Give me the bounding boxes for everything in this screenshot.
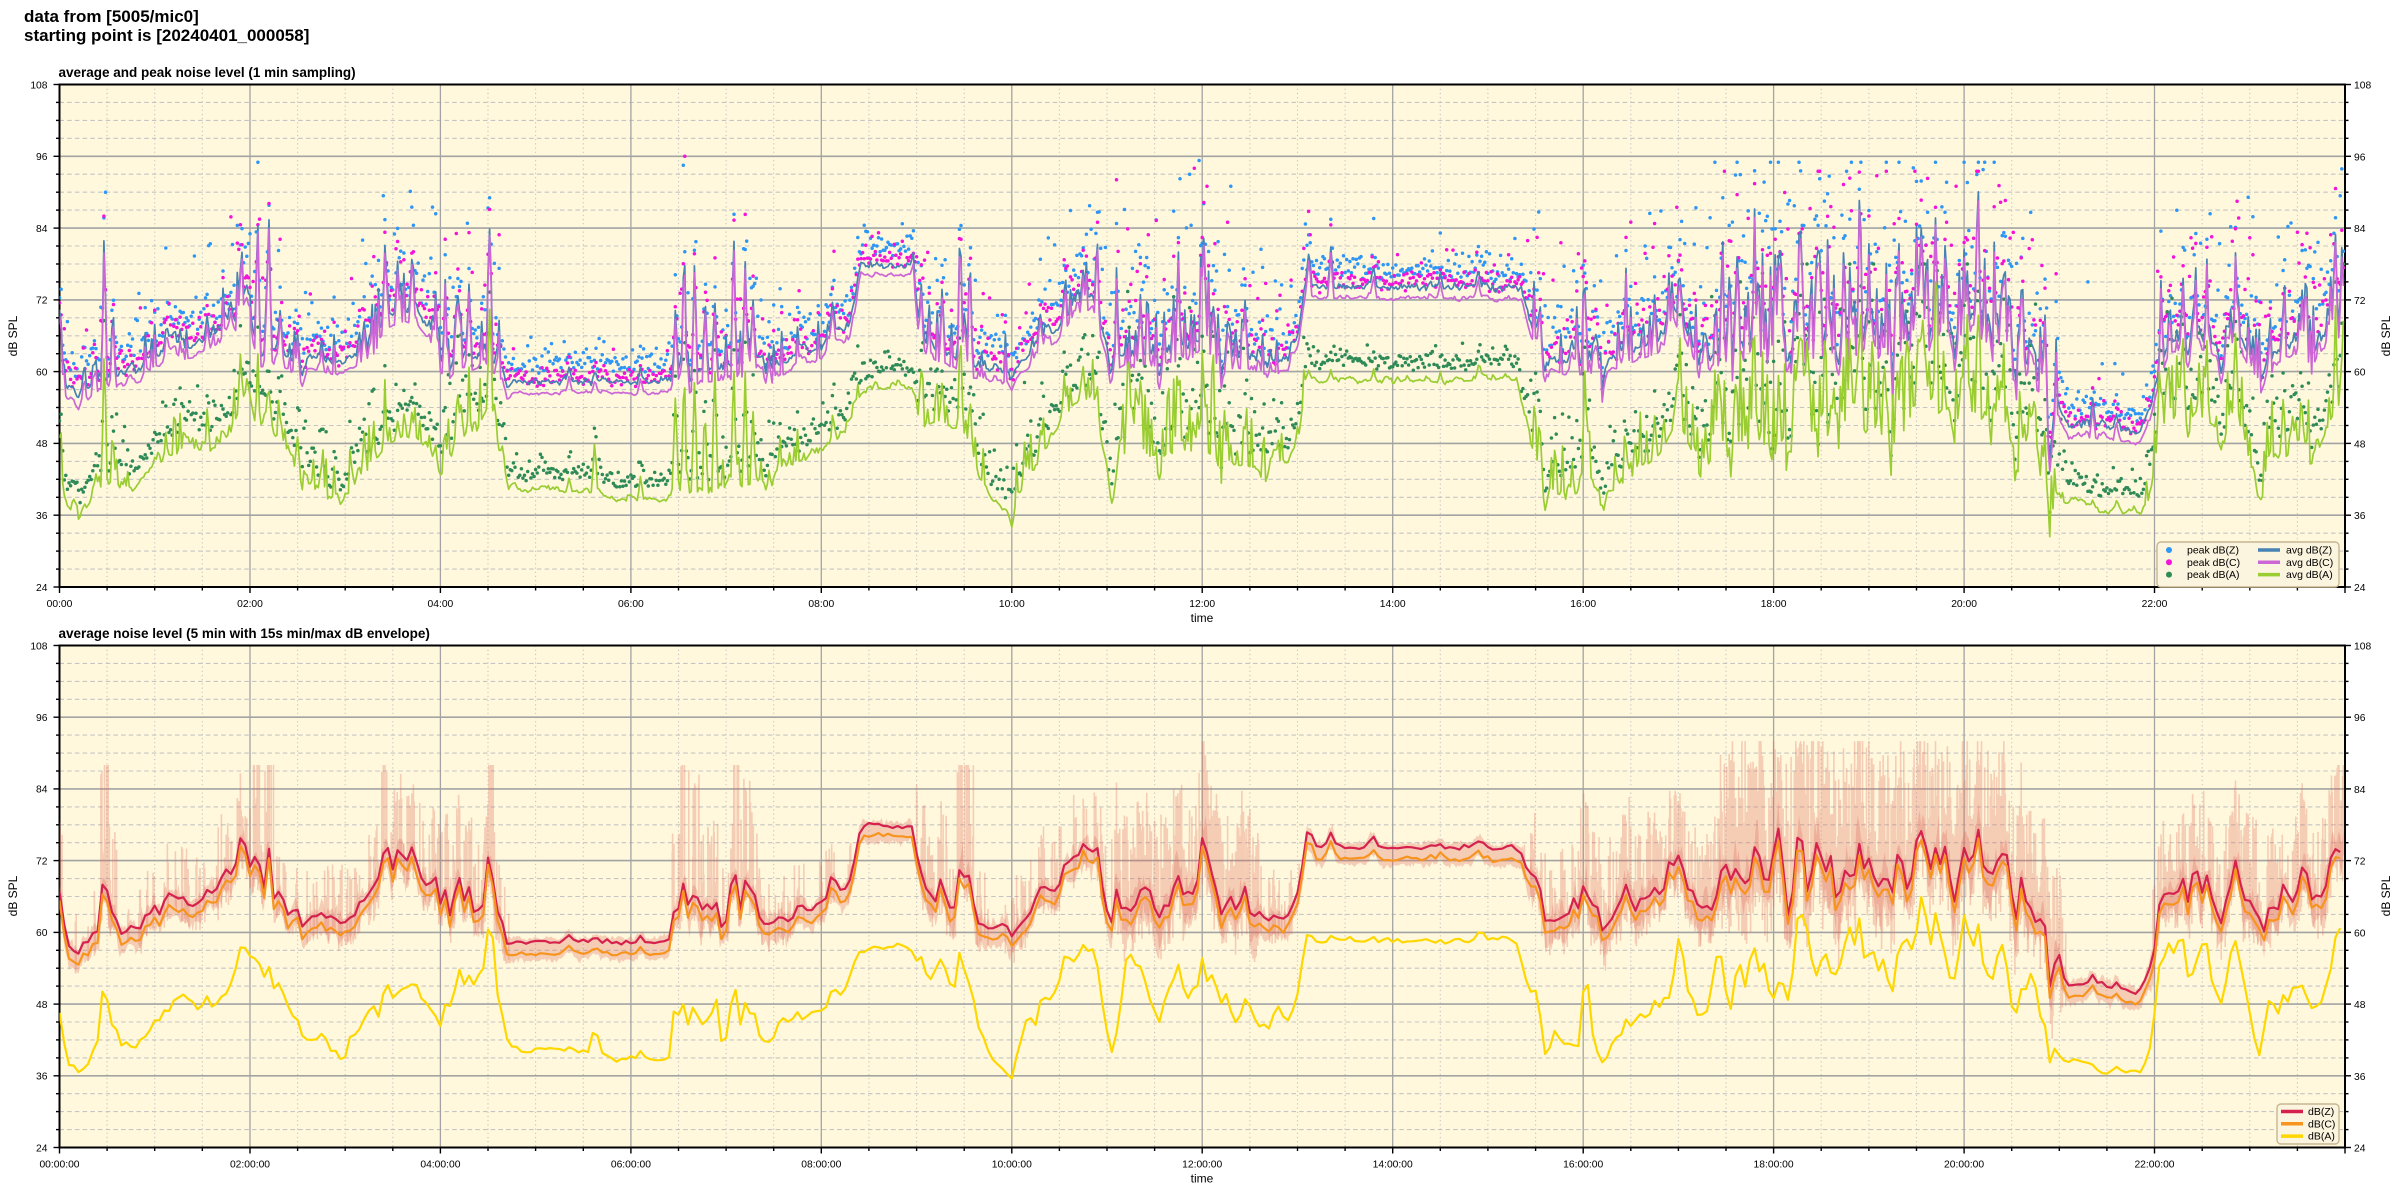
svg-text:18:00:00: 18:00:00 (1754, 1160, 1794, 1171)
svg-text:24: 24 (36, 1143, 48, 1154)
svg-text:96: 96 (36, 152, 48, 163)
svg-text:96: 96 (2354, 152, 2366, 163)
svg-text:dB SPL: dB SPL (6, 315, 20, 356)
svg-text:dB(C): dB(C) (2308, 1118, 2335, 1130)
svg-text:time: time (1191, 1172, 1214, 1186)
svg-text:36: 36 (36, 1072, 48, 1083)
svg-text:84: 84 (36, 785, 48, 796)
svg-text:peak dB(Z): peak dB(Z) (2187, 545, 2239, 557)
svg-text:dB SPL: dB SPL (2379, 875, 2393, 916)
svg-text:dB(A): dB(A) (2308, 1131, 2335, 1143)
svg-text:12:00:00: 12:00:00 (1182, 1160, 1222, 1171)
svg-text:72: 72 (2354, 857, 2366, 868)
svg-text:18:00: 18:00 (1761, 599, 1787, 610)
svg-text:average and peak noise level (: average and peak noise level (1 min samp… (59, 65, 356, 80)
svg-text:84: 84 (36, 224, 48, 235)
svg-text:06:00: 06:00 (618, 599, 644, 610)
svg-text:10:00: 10:00 (999, 599, 1025, 610)
svg-text:24: 24 (2354, 1144, 2366, 1155)
svg-text:72: 72 (36, 856, 48, 867)
svg-text:36: 36 (2354, 1072, 2366, 1083)
svg-text:84: 84 (2354, 785, 2366, 796)
svg-text:00:00:00: 00:00:00 (39, 1160, 79, 1171)
svg-text:avg dB(C): avg dB(C) (2286, 557, 2333, 569)
svg-text:dB SPL: dB SPL (6, 875, 20, 916)
svg-text:24: 24 (36, 583, 48, 594)
svg-text:48: 48 (2354, 439, 2366, 450)
svg-text:96: 96 (36, 713, 48, 724)
svg-text:02:00:00: 02:00:00 (230, 1160, 270, 1171)
svg-text:08:00:00: 08:00:00 (801, 1160, 841, 1171)
svg-text:14:00: 14:00 (1380, 599, 1406, 610)
svg-text:20:00:00: 20:00:00 (1944, 1160, 1984, 1171)
svg-text:60: 60 (36, 928, 48, 939)
svg-text:108: 108 (2354, 81, 2371, 92)
svg-text:dB(Z): dB(Z) (2308, 1106, 2334, 1118)
svg-text:22:00: 22:00 (2142, 599, 2168, 610)
svg-text:04:00:00: 04:00:00 (420, 1160, 460, 1171)
svg-text:06:00:00: 06:00:00 (611, 1160, 651, 1171)
svg-text:24: 24 (2354, 583, 2366, 594)
svg-text:avg dB(Z): avg dB(Z) (2286, 545, 2332, 557)
svg-text:dB SPL: dB SPL (2379, 315, 2393, 356)
svg-text:36: 36 (2354, 511, 2366, 522)
svg-text:04:00: 04:00 (428, 599, 454, 610)
svg-text:72: 72 (2354, 296, 2366, 307)
svg-text:108: 108 (30, 80, 47, 91)
svg-text:84: 84 (2354, 224, 2366, 235)
svg-text:time: time (1191, 611, 1214, 625)
svg-text:60: 60 (2354, 928, 2366, 939)
svg-text:00:00: 00:00 (47, 599, 73, 610)
svg-text:22:00:00: 22:00:00 (2134, 1160, 2174, 1171)
svg-text:16:00:00: 16:00:00 (1563, 1160, 1603, 1171)
svg-text:60: 60 (36, 367, 48, 378)
svg-text:36: 36 (36, 511, 48, 522)
svg-text:48: 48 (2354, 1000, 2366, 1011)
svg-text:data from [5005/mic0]: data from [5005/mic0] (24, 7, 199, 26)
svg-text:avg dB(A): avg dB(A) (2286, 569, 2333, 581)
svg-text:60: 60 (2354, 368, 2366, 379)
svg-text:10:00:00: 10:00:00 (992, 1160, 1032, 1171)
svg-text:peak dB(C): peak dB(C) (2187, 557, 2240, 569)
svg-text:average noise level (5 min wit: average noise level (5 min with 15s min/… (59, 626, 430, 641)
svg-text:peak dB(A): peak dB(A) (2187, 569, 2240, 581)
svg-text:02:00: 02:00 (237, 599, 263, 610)
svg-text:96: 96 (2354, 713, 2366, 724)
svg-text:108: 108 (2354, 642, 2371, 653)
svg-text:48: 48 (36, 1000, 48, 1011)
svg-text:20:00: 20:00 (1951, 599, 1977, 610)
svg-text:12:00: 12:00 (1189, 599, 1215, 610)
svg-text:72: 72 (36, 296, 48, 307)
svg-text:starting point is [20240401_00: starting point is [20240401_000058] (24, 26, 309, 45)
svg-text:108: 108 (30, 641, 47, 652)
svg-text:14:00:00: 14:00:00 (1373, 1160, 1413, 1171)
svg-text:16:00: 16:00 (1570, 599, 1596, 610)
svg-text:08:00: 08:00 (808, 599, 834, 610)
svg-text:48: 48 (36, 439, 48, 450)
